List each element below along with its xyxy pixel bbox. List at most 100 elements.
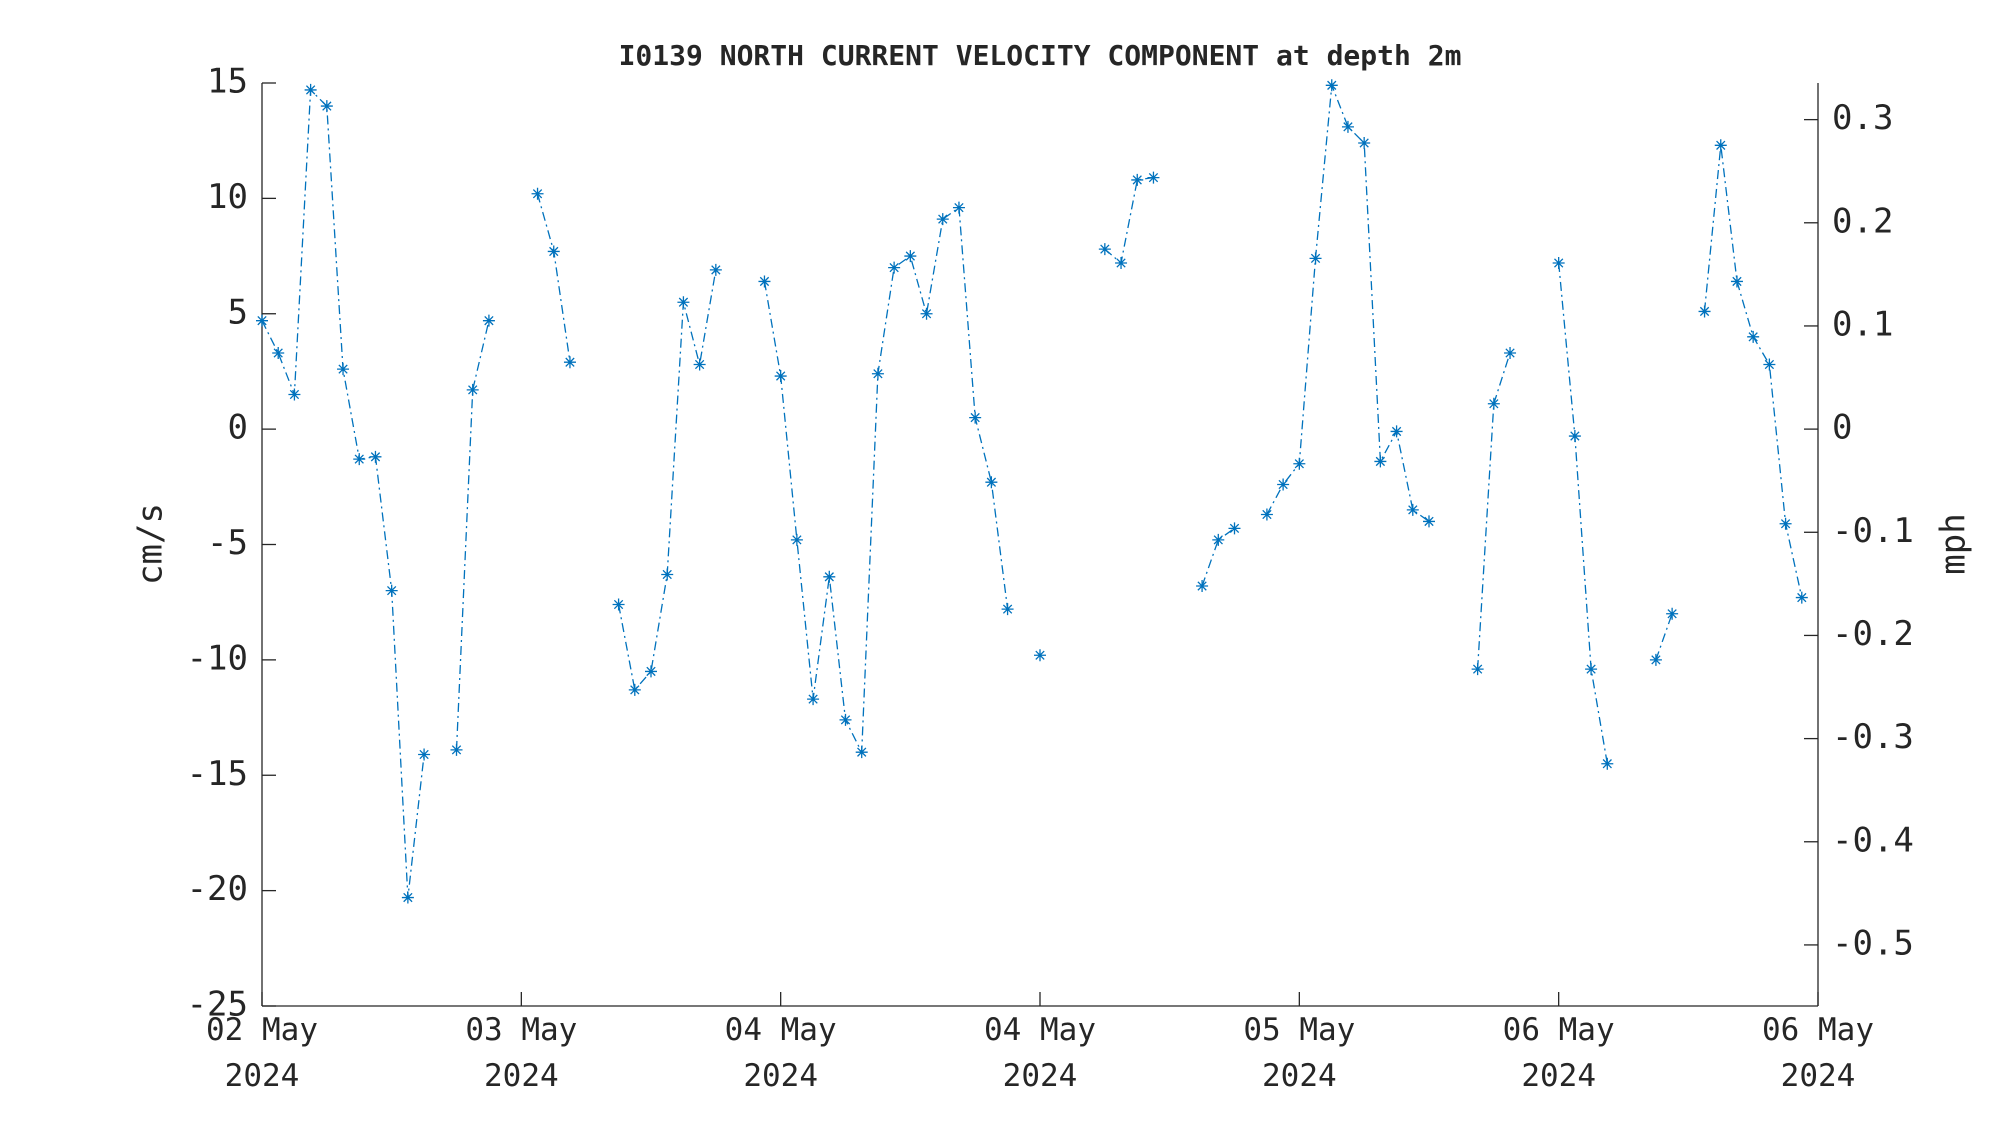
y-tick-label: -20	[187, 869, 248, 909]
data-point	[807, 693, 820, 706]
y2-tick-label: 0.2	[1832, 201, 1893, 241]
data-point	[1260, 508, 1273, 521]
y2-tick-label: 0.3	[1832, 98, 1893, 138]
y-tick-label: 0	[228, 408, 248, 448]
data-point	[839, 713, 852, 726]
data-point	[1747, 330, 1760, 343]
data-point	[353, 453, 366, 466]
series-line	[261, 85, 1803, 898]
data-point	[401, 891, 414, 904]
data-point	[645, 665, 657, 678]
y2-tick-label: 0	[1832, 408, 1852, 448]
data-point	[985, 476, 998, 489]
y-tick-label: -5	[207, 523, 248, 563]
data-point	[1730, 275, 1743, 288]
data-point	[1147, 171, 1160, 184]
data-point	[1763, 358, 1776, 371]
data-point	[256, 314, 268, 327]
data-point	[547, 245, 560, 258]
x-tick-label: 06 May 2024	[1502, 1012, 1615, 1094]
data-point	[1196, 580, 1209, 593]
data-point	[1001, 603, 1014, 616]
data-point	[1714, 139, 1727, 152]
data-point	[920, 307, 933, 320]
data-point	[855, 746, 868, 759]
chart-title: I0139 NORTH CURRENT VELOCITY COMPONENT a…	[619, 39, 1462, 72]
data-point	[871, 367, 884, 380]
data-point	[1131, 173, 1144, 186]
data-point	[1649, 653, 1662, 666]
data-point	[904, 250, 917, 263]
y-axis-label: cm/s	[131, 503, 171, 585]
data-point	[1115, 256, 1128, 269]
data-point	[1098, 243, 1111, 256]
data-point	[1277, 478, 1290, 491]
data-point	[337, 363, 350, 376]
data-point	[1309, 252, 1322, 265]
data-point	[677, 296, 690, 309]
y-tick-label: -15	[187, 754, 248, 794]
data-point	[272, 346, 285, 359]
data-point	[466, 383, 479, 396]
data-point	[1666, 607, 1679, 620]
data-point	[1779, 517, 1792, 530]
data-point	[1034, 649, 1046, 662]
y-tick-label: -25	[187, 985, 248, 1025]
data-point	[1487, 397, 1500, 410]
data-point	[1374, 455, 1387, 468]
x-tick-label: 04 May 2024	[724, 1012, 837, 1094]
data-point	[969, 411, 982, 424]
x-tick-label: 03 May 2024	[465, 1012, 578, 1094]
data-point	[661, 568, 674, 581]
y2-tick-label: -0.2	[1832, 614, 1914, 654]
y2-tick-label: 0.1	[1832, 304, 1893, 344]
y2-tick-label: -0.5	[1832, 923, 1914, 963]
data-point	[369, 450, 382, 463]
data-point	[1228, 522, 1241, 535]
data-point	[1504, 346, 1517, 359]
data-point	[693, 358, 706, 371]
data-point	[1325, 79, 1338, 92]
data-point	[1390, 425, 1403, 438]
data-point	[774, 370, 787, 383]
y-tick-label: 5	[228, 292, 248, 332]
y-tick-label: 15	[207, 62, 248, 102]
data-point	[482, 314, 495, 327]
data-point	[1552, 256, 1565, 269]
data-point	[288, 388, 301, 401]
data-point	[563, 356, 576, 369]
data-point	[1795, 591, 1808, 604]
data-point	[1212, 533, 1225, 546]
data-point	[1406, 503, 1419, 516]
data-point	[1585, 663, 1598, 676]
data-point	[758, 275, 771, 288]
y2-tick-label: -0.4	[1832, 820, 1914, 860]
data-point	[790, 533, 803, 546]
data-point	[1423, 515, 1435, 528]
data-point	[1471, 663, 1484, 676]
data-point	[612, 598, 625, 611]
y-tick-label: -10	[187, 638, 248, 678]
x-tick-label: 06 May 2024	[1762, 1012, 1874, 1094]
data-point	[888, 261, 901, 274]
data-point	[1293, 457, 1306, 470]
data-point	[1568, 430, 1581, 443]
data-point	[450, 743, 463, 756]
data-point	[628, 683, 641, 696]
data-point	[823, 570, 836, 583]
x-tick-label: 05 May 2024	[1243, 1012, 1356, 1094]
x-tick-label: 04 May 2024	[984, 1012, 1096, 1094]
data-point	[531, 187, 544, 200]
data-point	[1601, 757, 1614, 770]
data-point	[952, 201, 965, 214]
data-point	[1341, 120, 1354, 133]
data-point	[418, 748, 431, 761]
y2-tick-label: -0.1	[1832, 511, 1914, 551]
y2-axis-label: mph	[1934, 513, 1974, 574]
data-point	[385, 584, 398, 597]
data-point	[320, 100, 333, 113]
y-tick-label: 10	[207, 177, 248, 217]
data-point	[709, 263, 722, 276]
